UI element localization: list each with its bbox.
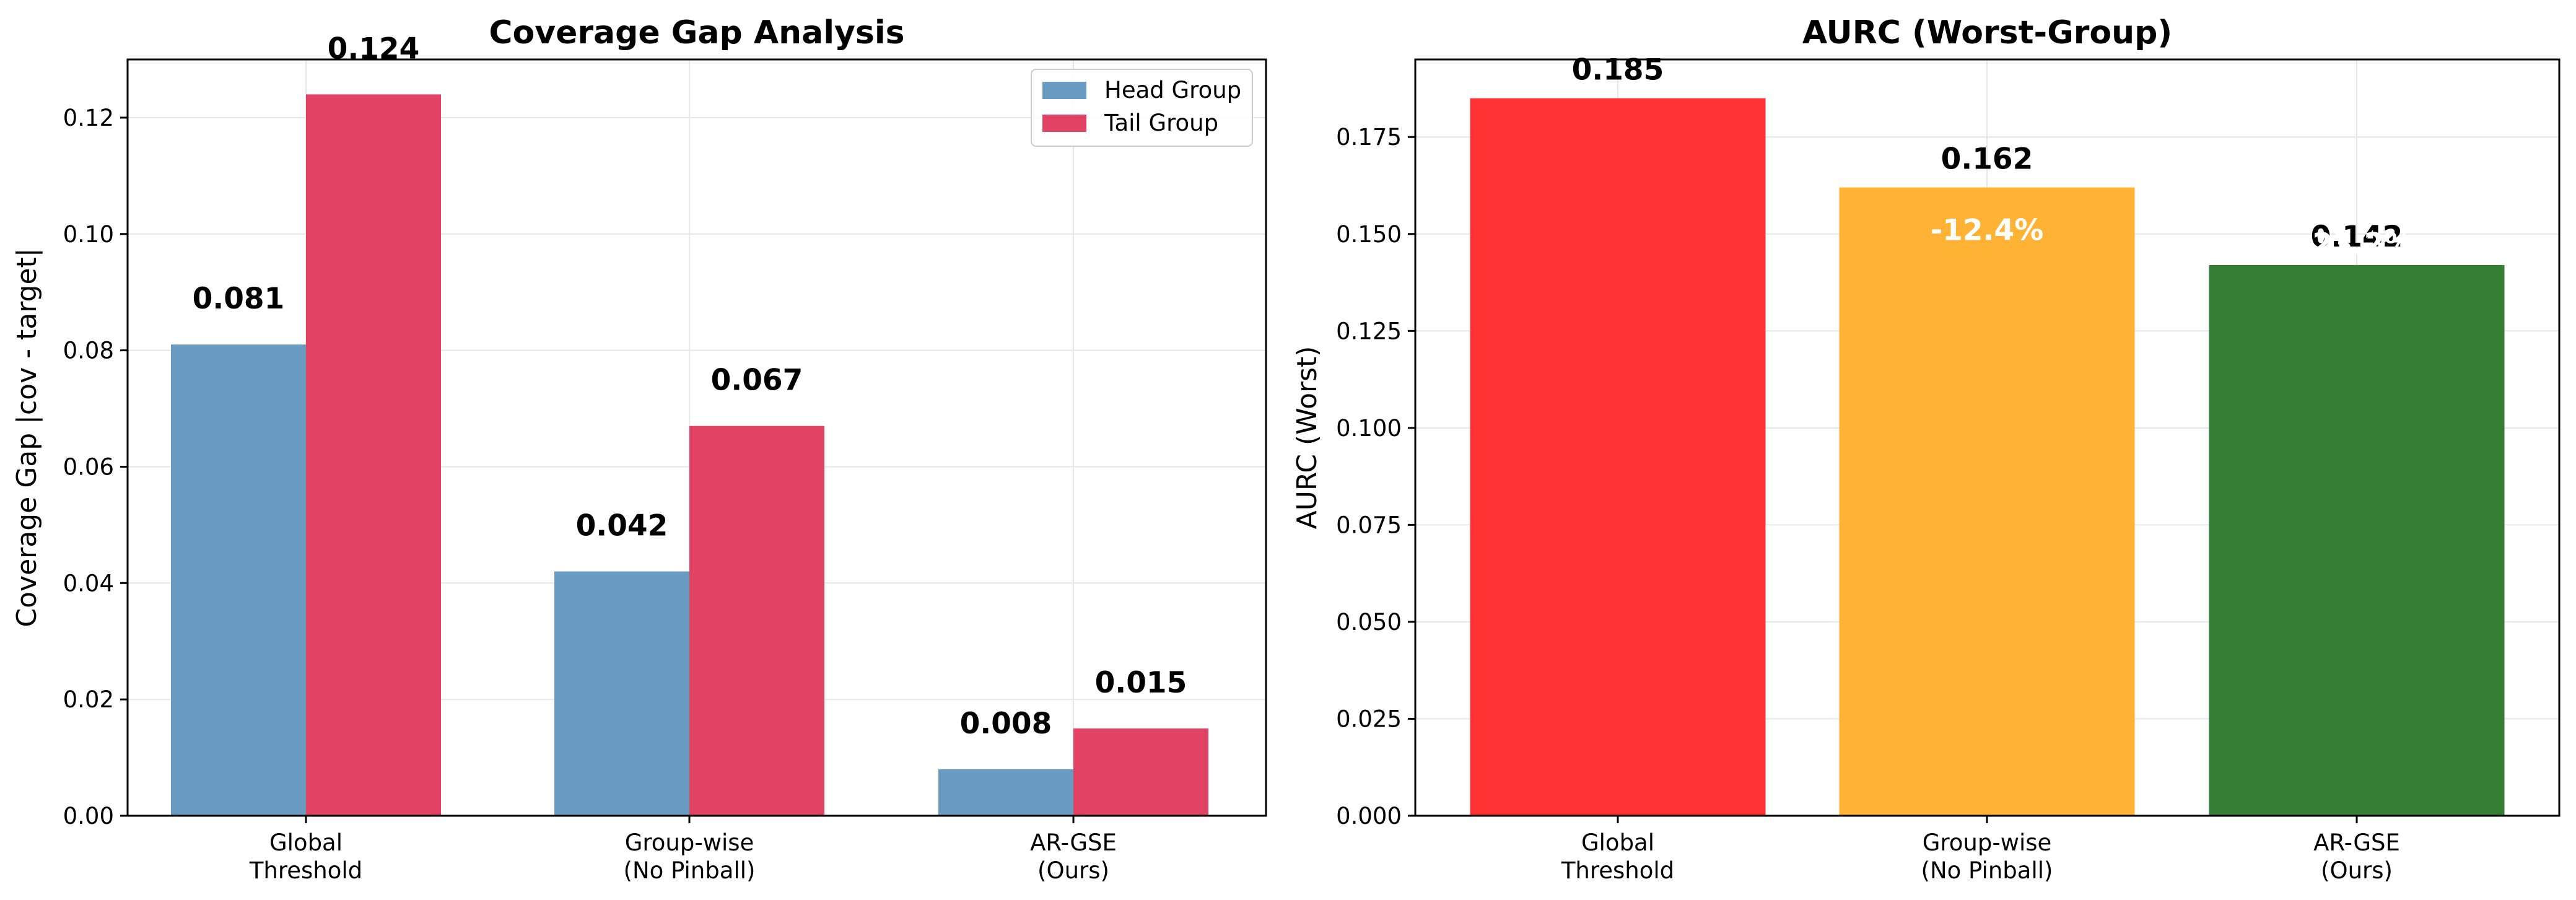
bar-value-label: 0.081 — [193, 282, 285, 316]
chart-title: AURC (Worst-Group) — [1802, 14, 2172, 51]
y-tick-label: 0.025 — [1336, 706, 1402, 732]
y-tick-label: 0.050 — [1336, 609, 1402, 636]
y-tick-label: 0.175 — [1336, 124, 1402, 151]
x-tick-label-line2: (Ours) — [1037, 857, 1109, 884]
legend-label: Head Group — [1104, 77, 1241, 103]
bar-value-label: 0.142 — [2311, 220, 2403, 254]
bar-value-label: 0.067 — [711, 364, 803, 398]
x-tick-label-line2: (Ours) — [2321, 857, 2393, 884]
bar — [2209, 264, 2505, 816]
chart-title: Coverage Gap Analysis — [489, 14, 904, 51]
bar-tail-group — [689, 426, 824, 816]
bar-tail-group — [306, 94, 441, 816]
y-tick-label: 0.10 — [63, 221, 114, 248]
y-tick-label: 0.00 — [63, 803, 114, 829]
y-tick-label: 0.125 — [1336, 318, 1402, 344]
improvement-annotation: -23.2% — [2300, 227, 2414, 261]
x-tick-label: Global — [269, 829, 343, 856]
y-tick-label: 0.100 — [1336, 415, 1402, 442]
bar-value-label: 0.185 — [1572, 53, 1664, 87]
bar — [1839, 187, 2135, 816]
bar-value-label: 0.124 — [328, 32, 420, 66]
x-tick-label-line2: Threshold — [249, 857, 362, 884]
bar — [1470, 98, 1766, 816]
bar-tail-group — [1073, 728, 1208, 816]
y-tick-label: 0.04 — [63, 570, 114, 596]
improvement-annotation: -12.4% — [1931, 214, 2044, 248]
y-tick-label: 0.075 — [1336, 512, 1402, 538]
bar-head-group — [554, 571, 689, 816]
y-tick-label: 0.08 — [63, 338, 114, 364]
x-tick-label: AR-GSE — [1030, 829, 1117, 856]
coverage-gap-chart: 0.081 0.042 0.008 0.124 0.067 0.015 0.00 0.02 0.… — [11, 14, 1267, 884]
legend-label: Tail Group — [1104, 110, 1218, 136]
bar-value-label: 0.008 — [960, 707, 1052, 741]
y-axis-label: Coverage Gap |cov - target| — [11, 248, 43, 627]
plot-frame — [126, 58, 1267, 817]
bar-head-group — [171, 344, 306, 816]
aurc-worst-group-chart: 0.185 0.162 0.142 -12.4% -23.2% 0.000 0.025 0.0… — [1291, 14, 2561, 884]
bar-value-label: 0.042 — [576, 509, 668, 543]
x-tick-label-line2: Threshold — [1561, 857, 1674, 884]
legend-swatch — [1042, 82, 1086, 99]
y-tick-label: 0.000 — [1336, 803, 1402, 829]
y-axis-label: AURC (Worst) — [1291, 346, 1323, 530]
y-tick-label: 0.06 — [63, 453, 114, 480]
x-tick-label: Group-wise — [625, 829, 754, 856]
legend-swatch — [1042, 115, 1086, 132]
y-tick-label: 0.12 — [63, 105, 114, 131]
y-tick-label: 0.02 — [63, 686, 114, 713]
y-tick-label: 0.150 — [1336, 221, 1402, 248]
bar-value-label: 0.162 — [1941, 142, 2033, 177]
x-tick-label: Global — [1581, 829, 1654, 856]
legend: Head Group Tail Group — [1031, 69, 1253, 147]
x-tick-label-line2: (No Pinball) — [1921, 857, 2053, 884]
x-tick-label: AR-GSE — [2313, 829, 2400, 856]
bar-head-group — [938, 769, 1073, 816]
x-tick-label: Group-wise — [1923, 829, 2052, 856]
legend-box — [1031, 69, 1253, 147]
bar-value-label: 0.015 — [1095, 666, 1187, 700]
x-tick-label-line2: (No Pinball) — [624, 857, 756, 884]
